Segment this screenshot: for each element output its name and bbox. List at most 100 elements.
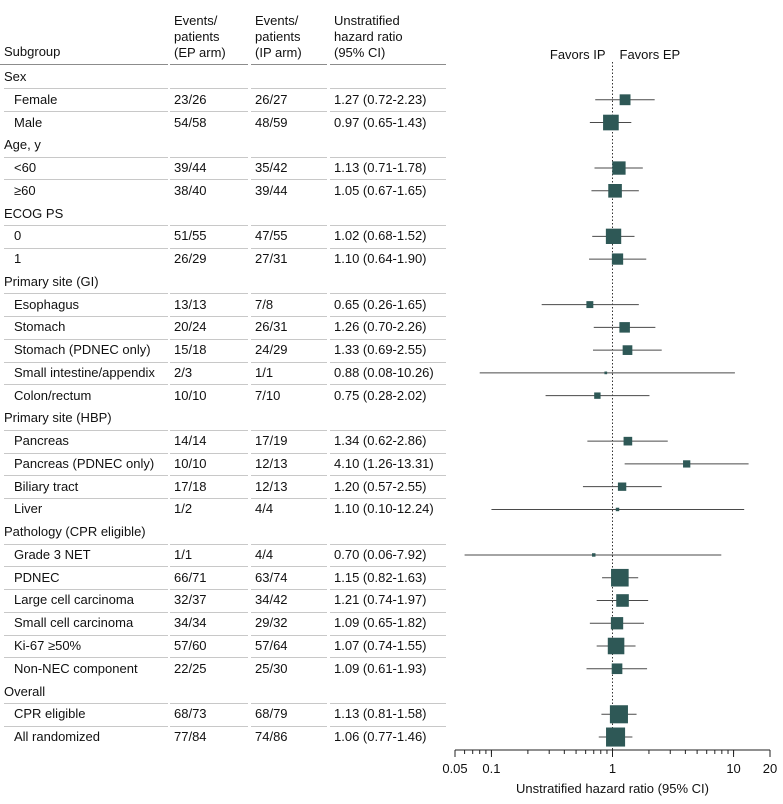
ep-events-value: 66/71: [174, 569, 207, 585]
row-divider: [251, 498, 327, 499]
header-ep-patients: patients: [174, 29, 220, 44]
ep-events-value: 17/18: [174, 478, 207, 494]
row-divider: [251, 384, 327, 385]
row-divider: [251, 293, 327, 294]
hr-marker: [594, 392, 601, 399]
row-divider: [330, 726, 446, 727]
row-divider: [170, 498, 248, 499]
row-divider: [4, 316, 168, 317]
row-divider: [330, 179, 446, 180]
row-divider: [4, 544, 168, 545]
ep-events-value: 34/34: [174, 615, 207, 631]
hr-marker: [606, 727, 626, 747]
row-divider: [330, 657, 446, 658]
x-tick-label: 0.1: [482, 761, 500, 776]
row-divider: [170, 589, 248, 590]
hazard-ratio-value: 1.09 (0.65-1.82): [334, 615, 427, 631]
hr-marker: [622, 345, 633, 355]
ep-events-value: 10/10: [174, 387, 207, 403]
ip-events-value: 24/29: [255, 342, 288, 358]
row-divider: [330, 453, 446, 454]
group-label: Primary site (HBP): [4, 410, 112, 426]
row-divider: [251, 544, 327, 545]
row-divider: [170, 453, 248, 454]
row-divider: [251, 475, 327, 476]
row-divider: [4, 726, 168, 727]
ip-events-value: 48/59: [255, 114, 288, 130]
ep-events-value: 15/18: [174, 342, 207, 358]
header-ep-events: Events/: [174, 13, 218, 28]
row-divider: [251, 703, 327, 704]
hr-marker: [617, 482, 627, 491]
subgroup-label: Non-NEC component: [14, 660, 138, 676]
hazard-ratio-value: 1.02 (0.68-1.52): [334, 228, 427, 244]
header-rule-ep: [170, 64, 248, 65]
subgroup-label: Pancreas (PDNEC only): [14, 455, 155, 471]
ip-events-value: 26/27: [255, 91, 288, 107]
row-divider: [4, 703, 168, 704]
row-divider: [330, 248, 446, 249]
header-ep-arm: (EP arm): [174, 45, 226, 60]
row-divider: [170, 157, 248, 158]
hr-marker: [604, 371, 608, 375]
ep-events-value: 26/29: [174, 251, 207, 267]
row-divider: [4, 157, 168, 158]
subgroup-label: <60: [14, 160, 37, 176]
subgroup-label: CPR eligible: [14, 706, 86, 722]
hr-marker: [616, 594, 629, 607]
row-divider: [170, 703, 248, 704]
ep-events-value: 39/44: [174, 160, 207, 176]
row-divider: [4, 657, 168, 658]
group-label: Overall: [4, 683, 46, 699]
hazard-ratio-value: 1.13 (0.71-1.78): [334, 160, 427, 176]
hazard-ratio-value: 1.20 (0.57-2.55): [334, 478, 427, 494]
ip-events-value: 26/31: [255, 319, 288, 335]
subgroup-label: ≥60: [14, 182, 36, 198]
subgroup-label: Stomach: [14, 319, 66, 335]
ep-events-value: 22/25: [174, 660, 207, 676]
x-axis-label: Unstratified hazard ratio (95% CI): [516, 781, 709, 796]
hr-marker: [683, 460, 691, 468]
header-subgroup: Subgroup: [4, 44, 61, 59]
header-hr-ci: (95% CI): [334, 45, 386, 60]
hazard-ratio-value: 0.70 (0.06-7.92): [334, 546, 427, 562]
ep-events-value: 2/3: [174, 364, 193, 380]
row-divider: [330, 612, 446, 613]
hazard-ratio-value: 1.07 (0.74-1.55): [334, 638, 427, 653]
hr-marker: [611, 253, 624, 265]
x-tick-label: 20: [763, 761, 777, 776]
row-divider: [330, 316, 446, 317]
ep-events-value: 68/73: [174, 706, 207, 722]
row-divider: [170, 248, 248, 249]
row-divider: [251, 316, 327, 317]
row-divider: [330, 566, 446, 567]
row-divider: [170, 566, 248, 567]
hazard-ratio-value: 4.10 (1.26-13.31): [334, 455, 434, 471]
hazard-ratio-value: 1.10 (0.10-12.24): [334, 501, 434, 517]
hazard-ratio-value: 1.06 (0.77-1.46): [334, 729, 427, 745]
ep-events-value: 14/14: [174, 433, 207, 449]
row-divider: [170, 111, 248, 112]
row-divider: [330, 544, 446, 545]
row-divider: [330, 589, 446, 590]
row-divider: [4, 475, 168, 476]
ip-events-value: 35/42: [255, 160, 288, 176]
subgroup-label: All randomized: [14, 729, 100, 745]
hr-marker: [603, 114, 619, 131]
group-label: ECOG PS: [4, 205, 64, 221]
hazard-ratio-value: 1.34 (0.62-2.86): [334, 433, 427, 449]
row-divider: [251, 225, 327, 226]
ep-events-value: 51/55: [174, 228, 207, 244]
row-divider: [170, 362, 248, 363]
row-divider: [330, 703, 446, 704]
ip-events-value: 4/4: [255, 546, 274, 562]
row-divider: [251, 726, 327, 727]
hazard-ratio-value: 1.26 (0.70-2.26): [334, 319, 427, 335]
hr-marker: [608, 183, 622, 198]
row-divider: [251, 430, 327, 431]
subgroup-label: Small cell carcinoma: [14, 615, 134, 631]
ep-events-value: 20/24: [174, 319, 207, 335]
row-divider: [330, 225, 446, 226]
ip-events-value: 29/32: [255, 615, 288, 631]
